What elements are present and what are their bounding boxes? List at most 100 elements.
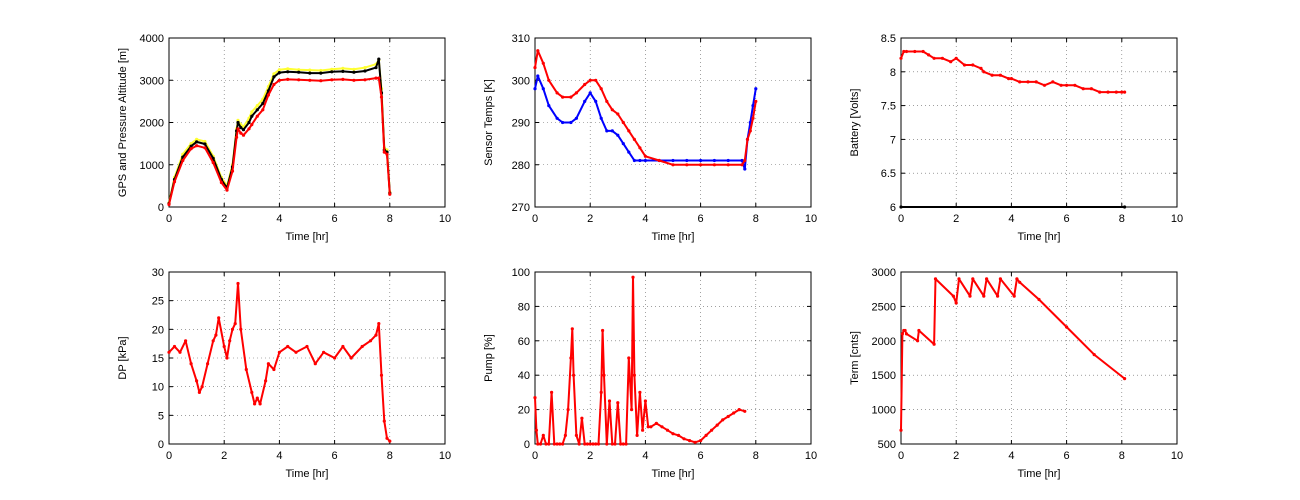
data-point: [558, 442, 562, 446]
data-point: [272, 367, 276, 372]
data-point: [676, 433, 681, 437]
series-2: [899, 49, 1127, 94]
y-tick-label: 270: [512, 202, 530, 214]
data-point: [197, 390, 201, 394]
data-point: [277, 350, 281, 354]
data-point: [632, 158, 637, 163]
data-point: [1065, 83, 1069, 87]
data-point: [230, 327, 235, 331]
data-point: [979, 66, 983, 70]
data-point: [352, 67, 356, 71]
data-point: [533, 66, 537, 70]
series-line: [168, 282, 391, 442]
data-point: [236, 127, 240, 131]
data-point: [743, 409, 747, 413]
data-point: [561, 442, 565, 446]
data-point: [241, 128, 246, 132]
data-point: [583, 99, 587, 103]
data-point: [726, 158, 730, 163]
data-point: [247, 120, 251, 125]
data-point: [699, 158, 703, 163]
data-point: [277, 78, 281, 82]
y-tick-label: 1000: [872, 405, 896, 417]
data-point: [1037, 297, 1041, 302]
data-point: [239, 126, 243, 130]
data-point: [167, 350, 171, 354]
x-tick-label: 2: [953, 450, 959, 462]
data-point: [266, 93, 270, 97]
y-tick-label: 25: [152, 296, 164, 308]
data-point: [594, 78, 598, 82]
data-point: [657, 158, 661, 163]
data-point: [555, 116, 559, 120]
data-point: [255, 396, 259, 400]
data-point: [322, 350, 326, 354]
x-tick-label: 8: [387, 213, 393, 225]
data-point: [172, 180, 177, 184]
data-point: [671, 158, 675, 163]
data-point: [602, 373, 606, 377]
data-point: [203, 146, 207, 150]
x-tick-label: 10: [439, 450, 451, 462]
data-point: [710, 428, 714, 432]
data-point: [244, 367, 248, 372]
data-point: [388, 439, 392, 443]
data-point: [222, 344, 226, 349]
data-point: [555, 442, 559, 446]
y-tick-label: 2000: [140, 118, 164, 130]
data-point: [904, 332, 909, 336]
data-point: [286, 77, 290, 81]
x-tick-label: 4: [1008, 213, 1014, 225]
series-3: [167, 76, 392, 207]
data-point: [319, 79, 323, 83]
series-1: [899, 277, 1127, 432]
data-point: [541, 433, 545, 437]
plot-area: [168, 37, 446, 208]
x-tick-label: 6: [332, 213, 338, 225]
y-tick-label: 2000: [872, 336, 896, 348]
data-point: [377, 76, 381, 80]
data-point: [627, 129, 631, 133]
data-point: [902, 49, 906, 54]
data-point: [940, 56, 945, 60]
y-tick-label: 60: [518, 336, 530, 348]
data-point: [538, 442, 543, 446]
y-tick-label: 3000: [872, 267, 896, 279]
data-point: [748, 129, 752, 133]
x-tick-label: 6: [698, 213, 704, 225]
data-point: [250, 114, 254, 118]
data-point: [228, 339, 232, 343]
x-tick-label: 10: [1171, 450, 1183, 462]
data-point: [536, 74, 540, 78]
data-point: [1114, 90, 1118, 94]
x-tick-label: 2: [587, 213, 593, 225]
x-tick-label: 2: [221, 450, 227, 462]
data-point: [596, 442, 601, 446]
data-point: [574, 433, 579, 437]
data-point: [580, 416, 584, 420]
y-tick-label: 0: [158, 439, 164, 451]
data-point: [996, 294, 1000, 298]
data-point: [286, 70, 290, 74]
data-point: [572, 373, 576, 377]
data-point: [630, 408, 634, 412]
data-point: [333, 356, 337, 360]
data-point: [699, 439, 703, 443]
series-1: [167, 281, 392, 443]
x-tick-label: 0: [532, 450, 538, 462]
data-point: [621, 142, 625, 146]
y-tick-label: 8.5: [881, 33, 896, 45]
data-point: [547, 104, 551, 108]
x-tick-label: 10: [805, 450, 817, 462]
data-point: [621, 442, 625, 446]
data-point: [277, 71, 281, 75]
data-point: [588, 78, 592, 82]
y-tick-label: 7.5: [881, 101, 896, 113]
data-point: [294, 350, 298, 354]
data-point: [286, 67, 290, 71]
data-point: [1007, 77, 1011, 81]
y-tick-label: 4000: [140, 33, 164, 45]
plot-area: [534, 271, 812, 445]
plot-area: [900, 37, 1178, 208]
data-point: [624, 442, 628, 446]
